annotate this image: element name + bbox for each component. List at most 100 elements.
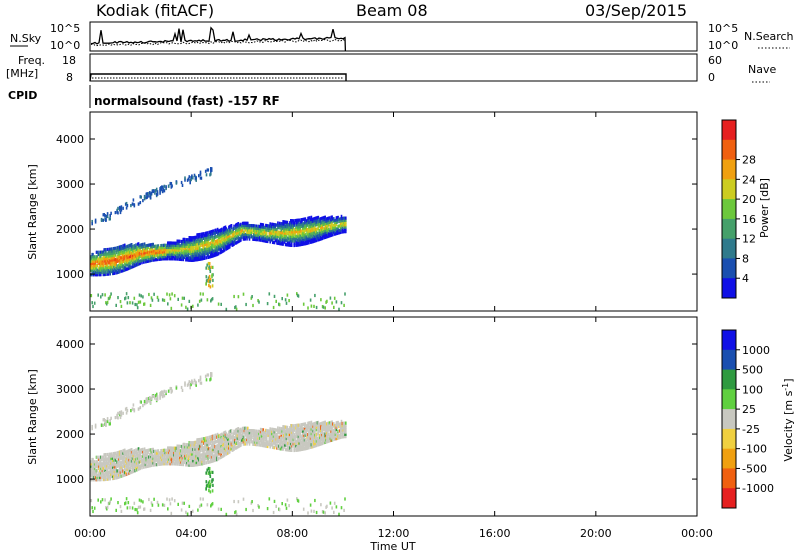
data-cell: [93, 464, 95, 468]
data-cell: [111, 463, 113, 467]
data-cell: [334, 225, 337, 229]
data-cell: [199, 444, 202, 448]
data-cell: [310, 227, 313, 231]
data-cell: [294, 435, 296, 439]
data-cell: [261, 238, 264, 243]
data-cell: [284, 448, 287, 452]
data-cell: [263, 239, 265, 243]
data-cell: [178, 453, 180, 457]
data-cell: [150, 452, 153, 456]
data-cell: [223, 444, 226, 448]
data-cell: [103, 270, 105, 274]
data-cell: [106, 457, 109, 461]
data-cell: [297, 499, 300, 503]
data-cell: [212, 231, 215, 235]
data-cell: [127, 296, 130, 300]
data-cell: [157, 298, 160, 302]
data-cell: [210, 457, 213, 461]
data-cell: [167, 245, 169, 250]
data-cell: [328, 234, 331, 238]
data-cell: [124, 261, 126, 265]
data-cell: [288, 225, 290, 229]
data-cell: [151, 247, 154, 251]
data-cell: [297, 441, 300, 445]
data-cell: [111, 459, 113, 463]
data-cell: [293, 448, 295, 453]
data-cell: [156, 192, 159, 196]
data-cell: [261, 225, 264, 229]
data-cell: [232, 439, 234, 443]
data-cell: [280, 233, 283, 237]
data-cell: [216, 444, 219, 448]
data-cell: [124, 259, 126, 263]
nsky-label: N.Sky: [10, 32, 42, 45]
data-cell: [145, 248, 148, 252]
data-cell: [167, 254, 170, 259]
data-cell: [260, 232, 263, 236]
data-cell: [255, 429, 258, 433]
data-cell: [331, 226, 333, 230]
data-cell: [324, 217, 326, 221]
data-cell: [228, 437, 230, 441]
data-cell: [265, 235, 268, 239]
data-cell: [297, 425, 300, 430]
data-cell: [186, 445, 189, 449]
data-cell: [288, 430, 290, 434]
data-cell: [107, 457, 110, 461]
data-cell: [130, 256, 133, 260]
data-cell: [235, 232, 238, 236]
data-cell: [130, 250, 132, 254]
data-cell: [208, 265, 210, 269]
data-cell: [228, 448, 230, 452]
data-cell: [193, 254, 196, 258]
data-cell: [128, 469, 130, 473]
data-cell: [227, 244, 229, 248]
data-cell: [179, 449, 182, 453]
data-cell: [261, 437, 264, 441]
data-cell: [214, 235, 216, 239]
data-cell: [156, 395, 159, 399]
data-cell: [124, 243, 126, 247]
data-cell: [298, 446, 301, 450]
data-cell: [159, 460, 161, 464]
data-cell: [290, 426, 292, 430]
data-cell: [216, 455, 219, 459]
data-cell: [259, 224, 261, 229]
data-cell: [334, 218, 337, 222]
data-cell: [289, 234, 291, 238]
data-cell: [315, 232, 318, 236]
data-cell: [107, 268, 110, 272]
data-cell: [218, 238, 221, 242]
data-cell: [333, 230, 336, 234]
data-cell: [215, 230, 217, 234]
data-cell: [129, 257, 131, 261]
data-cell: [195, 251, 197, 255]
data-cell: [109, 477, 111, 481]
data-cell: [150, 461, 153, 465]
data-cell: [167, 243, 170, 247]
data-cell: [102, 475, 105, 479]
data-cell: [324, 233, 326, 237]
data-cell: [205, 231, 208, 235]
data-cell: [150, 463, 153, 467]
data-cell: [96, 478, 99, 482]
data-cell: [132, 467, 135, 471]
data-cell: [260, 223, 263, 227]
data-cell: [293, 230, 295, 234]
data-cell: [126, 262, 129, 266]
data-cell: [210, 248, 212, 252]
data-cell: [285, 220, 288, 224]
data-cell: [104, 214, 106, 218]
data-cell: [297, 443, 300, 448]
data-cell: [283, 229, 285, 233]
data-cell: [326, 228, 328, 232]
data-cell: [255, 440, 258, 444]
data-cell: [111, 468, 113, 472]
data-cell: [281, 231, 283, 235]
data-cell: [267, 224, 270, 228]
data-cell: [175, 386, 178, 390]
data-cell: [340, 223, 343, 227]
data-cell: [122, 264, 124, 268]
data-cell: [266, 237, 269, 241]
